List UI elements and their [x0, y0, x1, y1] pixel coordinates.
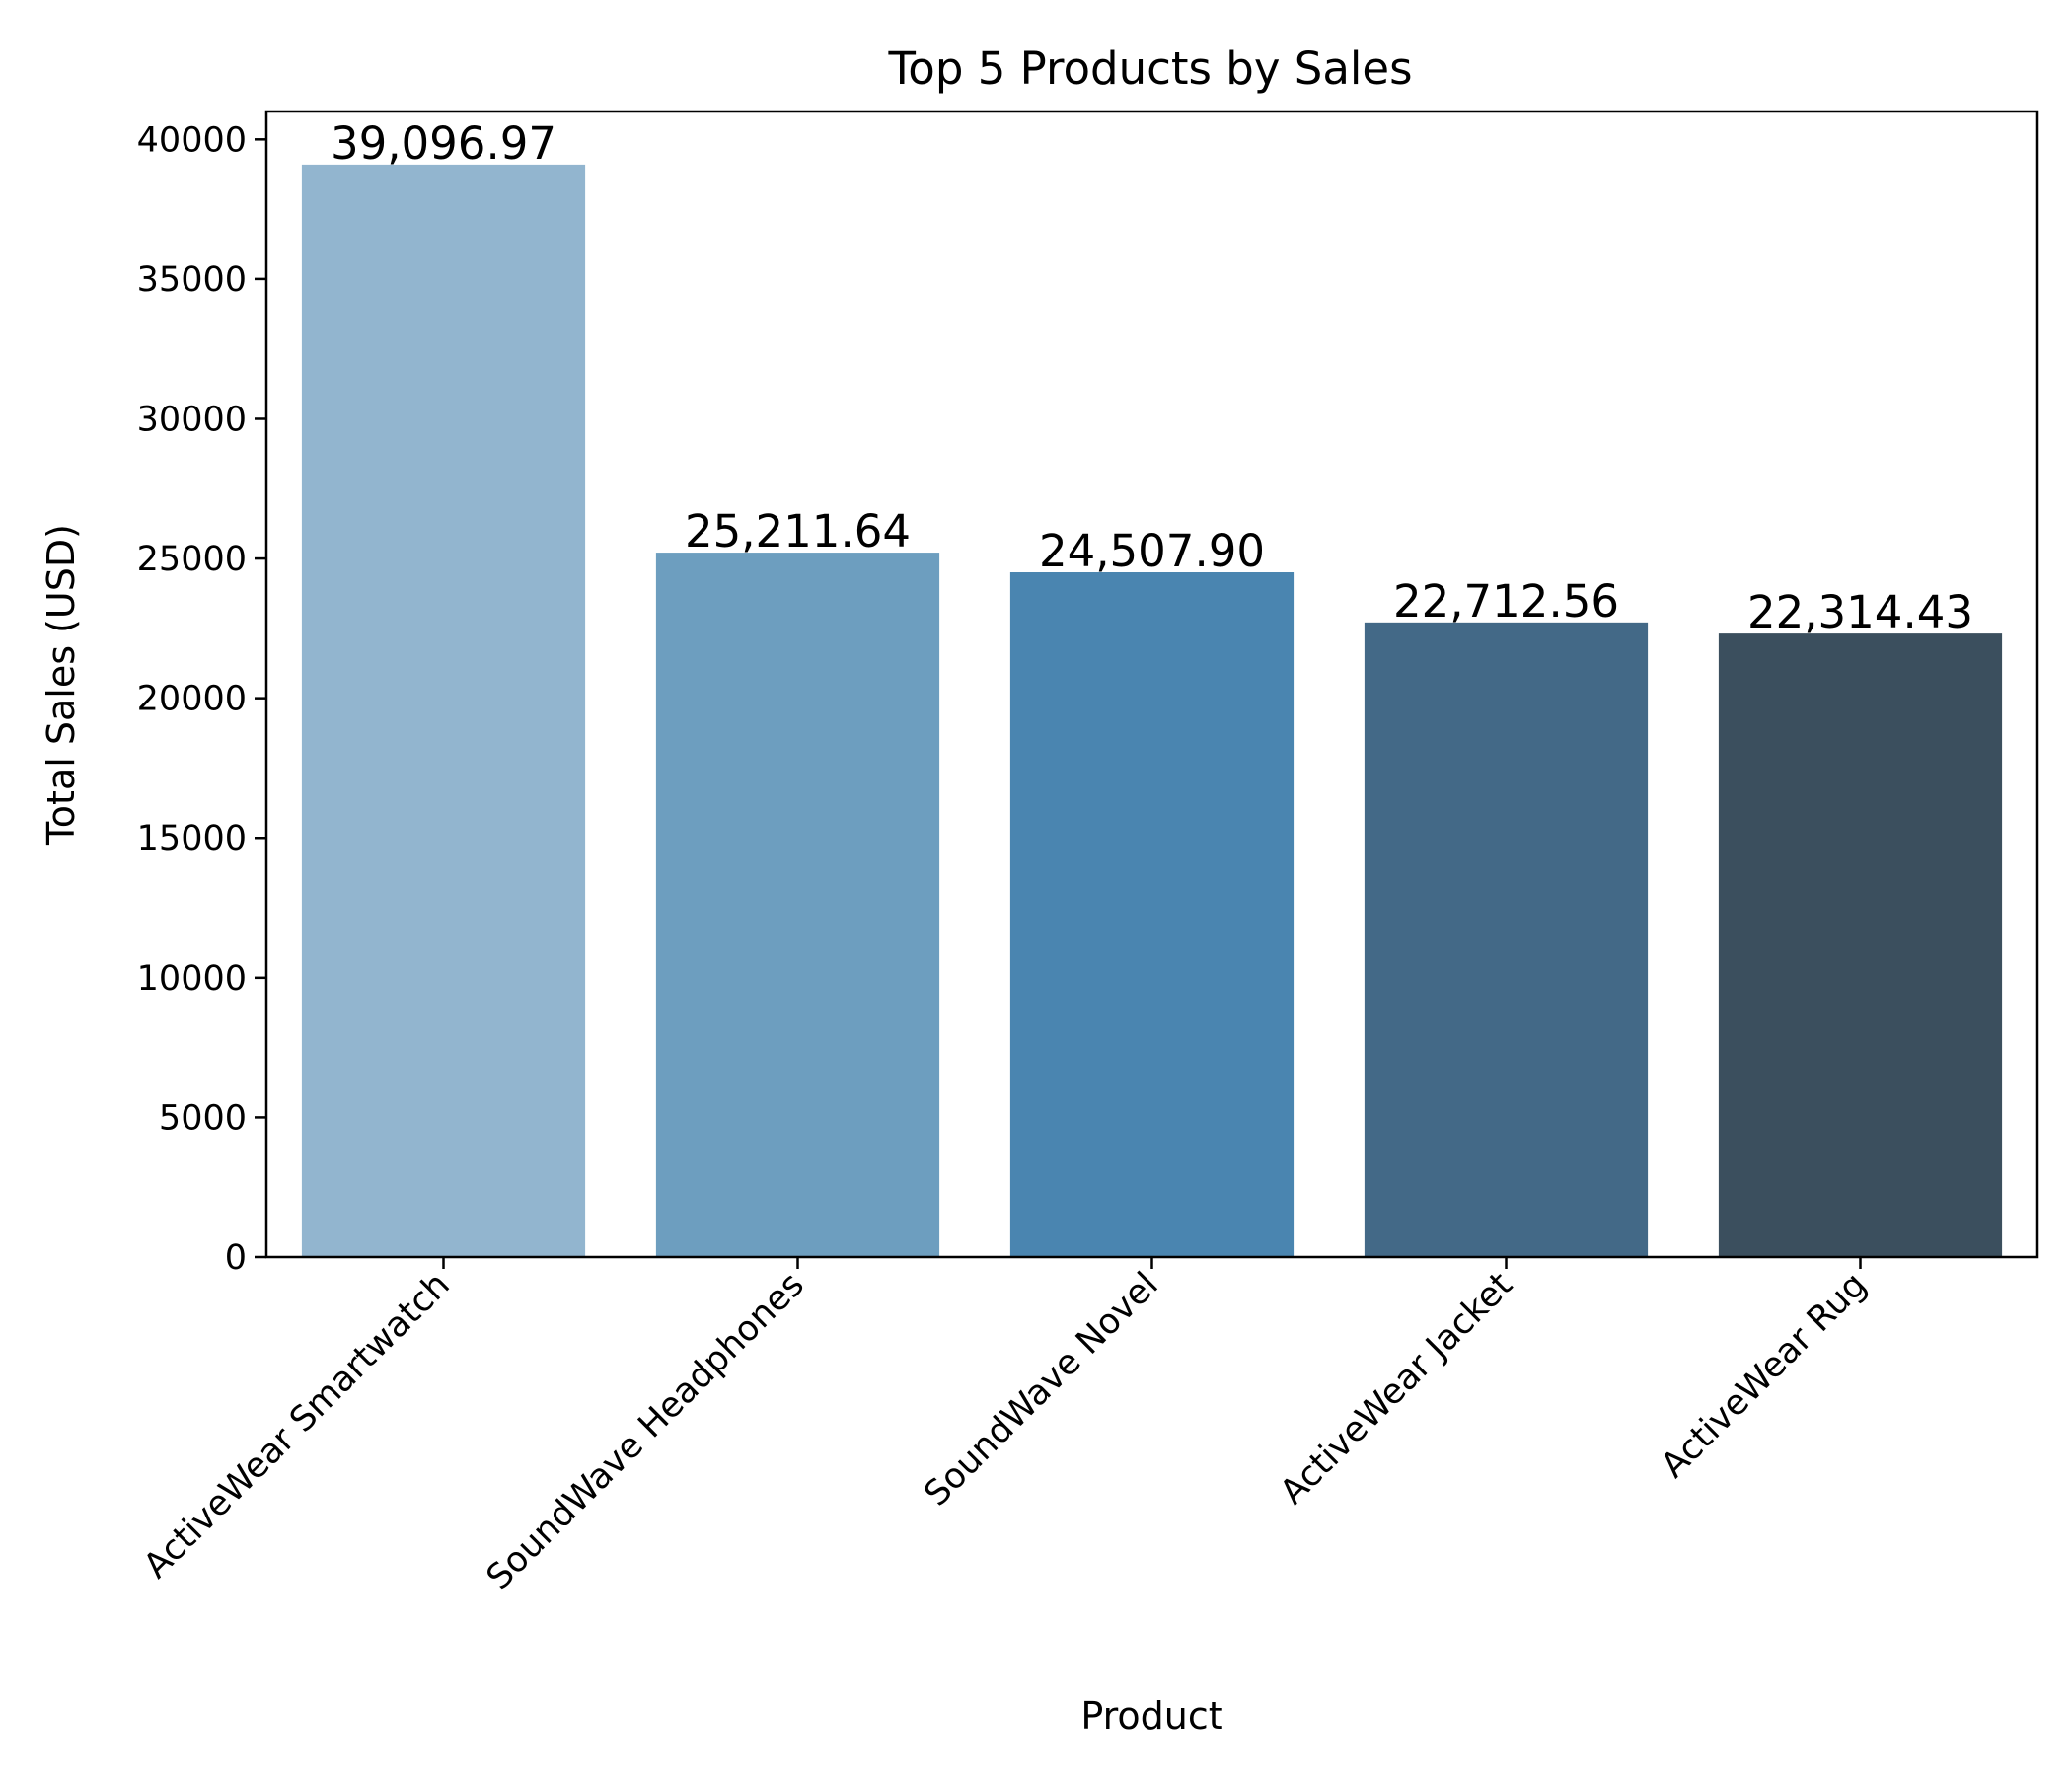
x-tick-label-3: SoundWave Novel	[917, 1265, 1165, 1514]
x-tick-label-5: ActiveWear Rug	[1654, 1265, 1875, 1486]
y-tick-label-7: 35000	[137, 260, 247, 300]
bar-3	[1009, 572, 1295, 1257]
y-tick-label-1: 5000	[159, 1098, 247, 1138]
bar-value-label-4: 22,712.56	[1393, 575, 1619, 628]
y-tick-label-4: 20000	[137, 680, 247, 719]
bar-4	[1364, 622, 1649, 1257]
bar-1	[301, 164, 586, 1258]
x-tick-label-4: ActiveWear Jacket	[1273, 1265, 1520, 1513]
y-axis: 0 5000 10000 15000 20000 25000 30000 35000 40000	[137, 120, 266, 1278]
x-axis: ActiveWear Smartwatch SoundWave Headphone…	[136, 1257, 1875, 1597]
x-tick-label-1: ActiveWear Smartwatch	[136, 1265, 458, 1587]
bar-value-label-1: 39,096.97	[331, 117, 556, 170]
bar-value-label-5: 22,314.43	[1747, 586, 1973, 638]
y-tick-label-6: 30000	[137, 400, 247, 439]
bar-value-label-2: 25,211.64	[685, 505, 911, 557]
chart-title: Top 5 Products by Sales	[887, 42, 1412, 95]
plot-frame	[264, 110, 2039, 1259]
bar-5	[1718, 633, 2003, 1257]
y-tick-label-8: 40000	[137, 120, 247, 160]
y-tick-label-0: 0	[225, 1238, 247, 1278]
y-tick-label-2: 10000	[137, 959, 247, 999]
y-tick-label-5: 25000	[137, 540, 247, 579]
bar-2	[655, 553, 940, 1257]
bar-labels-layer: 39,096.97 25,211.64 24,507.90 22,712.56 22,3…	[331, 117, 1973, 638]
x-axis-label: Product	[1080, 1694, 1222, 1738]
bar-value-label-3: 24,507.90	[1039, 525, 1265, 577]
bars-layer	[301, 164, 2003, 1258]
y-axis-label: Total Sales (USD)	[39, 524, 83, 846]
x-tick-label-2: SoundWave Headphones	[480, 1265, 812, 1597]
y-tick-label-3: 15000	[137, 819, 247, 858]
